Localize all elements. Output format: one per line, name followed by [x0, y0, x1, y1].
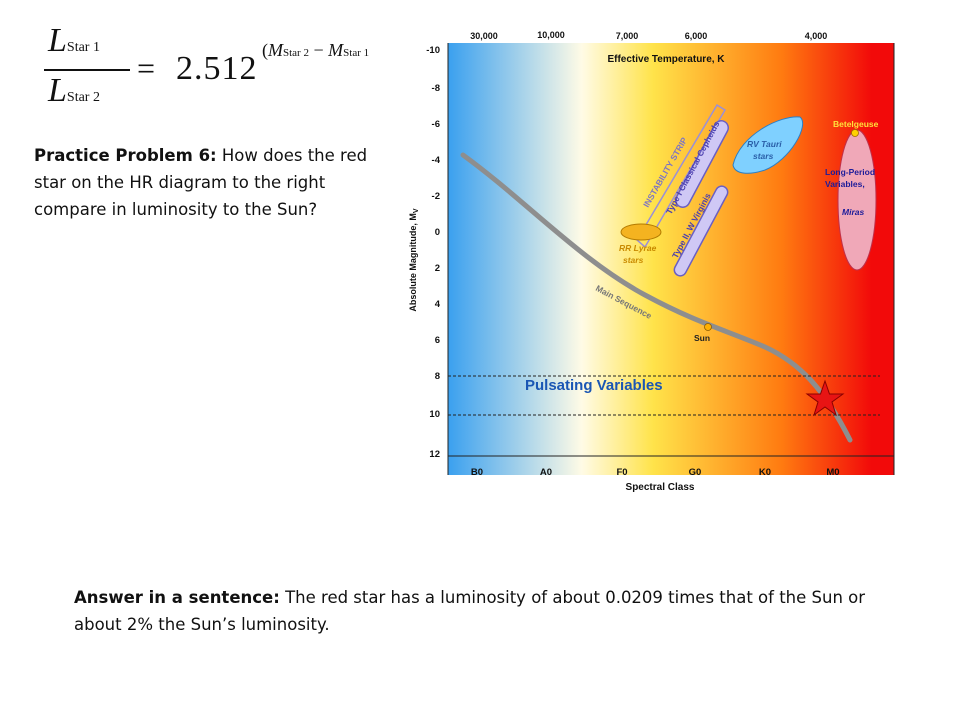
- temperature-gradient-background: [448, 43, 894, 475]
- answer-label: Answer in a sentence:: [74, 588, 280, 607]
- mag-tick-0: 0: [435, 227, 440, 238]
- mag-tick-12: 12: [429, 449, 440, 460]
- spectral-tick-f0: F0: [616, 467, 627, 478]
- temperature-axis-title: Effective Temperature, K: [607, 54, 725, 65]
- lpv-label-1: Long-Period: [825, 167, 875, 177]
- sun-label: Sun: [694, 333, 710, 343]
- betelgeuse-dot: [851, 129, 859, 137]
- pulsating-variables-label: Pulsating Variables: [525, 377, 663, 394]
- formula-numerator: LStar 1: [48, 22, 100, 59]
- rv-tauri-region: [732, 116, 803, 174]
- spectral-tick-k0: K0: [759, 467, 771, 478]
- mag-tick-8: 8: [435, 371, 440, 382]
- svg-text:RV Tauri: RV Tauri: [747, 139, 782, 149]
- mag-tick--2: -2: [432, 191, 440, 202]
- spectral-axis-title: Spectral Class: [626, 482, 695, 493]
- mag-tick--8: -8: [432, 83, 440, 94]
- answer-sentence: Answer in a sentence: The red star has a…: [74, 584, 904, 638]
- w-virginis-region: [673, 185, 729, 277]
- problem-label: Practice Problem 6:: [34, 146, 217, 165]
- temp-tick-30000: 30,000: [470, 31, 498, 41]
- cepheids-region: [675, 120, 729, 208]
- fraction-bar: [44, 69, 130, 71]
- rv-tauri-label: RV Tauri stars: [747, 139, 782, 161]
- spectral-tick-m0: M0: [826, 467, 839, 478]
- luminosity-formula: LStar 1 LStar 2 = 2.512 (MStar 2 − MStar…: [40, 20, 410, 120]
- spectral-tick-g0: G0: [689, 467, 702, 478]
- problem-text: How does the red star on the HR diagram …: [34, 146, 368, 219]
- mag-tick-2: 2: [435, 263, 440, 274]
- spectral-tick-b0: B0: [471, 467, 483, 478]
- spectral-tick-a0: A0: [540, 467, 552, 478]
- betelgeuse-label: Betelgeuse: [833, 119, 879, 129]
- long-period-labels: Betelgeuse Long-Period Variables, Miras: [825, 119, 879, 217]
- lpv-label-2: Variables,: [825, 179, 865, 189]
- formula-equals: =: [137, 50, 156, 86]
- formula-base: 2.512: [176, 50, 258, 87]
- magnitude-axis-title: Absolute Magnitude, MV: [408, 208, 420, 312]
- mag-tick--4: -4: [432, 155, 441, 166]
- mag-tick--10: -10: [426, 45, 440, 56]
- answer-text: The red star has a luminosity of about 0…: [74, 588, 866, 634]
- miras-label: Miras: [842, 207, 864, 217]
- svg-text:stars: stars: [753, 151, 774, 161]
- svg-text:stars: stars: [623, 255, 644, 265]
- temperature-axis: 30,000 10,000 7,000 6,000 4,000 Effectiv…: [470, 30, 827, 65]
- long-period-variables-region: [837, 129, 877, 271]
- instability-strip-outline: [636, 103, 727, 249]
- red-star-marker: [805, 379, 845, 417]
- temp-tick-10000: 10,000: [537, 30, 565, 40]
- mag-tick-4: 4: [435, 299, 441, 310]
- magnitude-axis: -10 -8 -6 -4 -2 0 2 4 6 8 10 12 Absolute…: [408, 43, 449, 475]
- spectral-axis: B0 A0 F0 G0 K0 M0 Spectral Class: [448, 455, 894, 493]
- mag-tick-10: 10: [429, 409, 440, 420]
- rr-lyrae-label: RR Lyrae stars: [619, 243, 657, 265]
- practice-problem: Practice Problem 6: How does the red sta…: [34, 142, 374, 223]
- rr-lyrae-region: [620, 223, 662, 241]
- formula-exponent: (MStar 2 − MStar 1: [262, 40, 370, 60]
- hr-diagram-svg: 30,000 10,000 7,000 6,000 4,000 Effectiv…: [408, 30, 895, 493]
- formula-denominator: LStar 2: [48, 72, 100, 109]
- mag-tick--6: -6: [432, 119, 440, 130]
- mag-tick-6: 6: [435, 335, 440, 346]
- temp-tick-7000: 7,000: [616, 31, 639, 41]
- svg-text:RR Lyrae: RR Lyrae: [619, 243, 657, 253]
- sun-dot: [704, 323, 712, 331]
- hr-diagram: 30,000 10,000 7,000 6,000 4,000 Effectiv…: [405, 25, 895, 495]
- temp-tick-4000: 4,000: [805, 31, 828, 41]
- main-sequence-band: [460, 152, 853, 443]
- temp-tick-6000: 6,000: [685, 31, 708, 41]
